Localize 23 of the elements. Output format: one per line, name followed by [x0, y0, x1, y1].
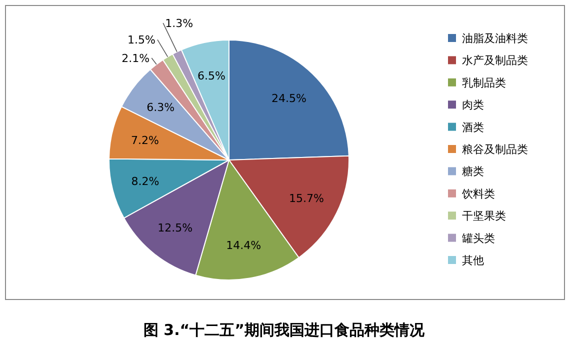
data-label: 15.7% — [289, 192, 324, 206]
legend-label: 肉类 — [462, 98, 484, 112]
legend-label: 罐头类 — [462, 232, 495, 245]
data-label: 14.4% — [226, 239, 262, 252]
legend-label: 糖类 — [462, 165, 484, 178]
data-label: 2.1% — [122, 52, 150, 66]
data-label: 12.5% — [158, 222, 193, 234]
legend-label: 其他 — [462, 254, 484, 267]
legend-label: 乳制品类 — [462, 76, 506, 90]
data-label: 7.2% — [131, 134, 159, 147]
text: 图 3.“十二五”期间我国进口食品种类情况 — [143, 321, 426, 339]
legend-label: 水产及制品类 — [462, 54, 528, 68]
legend-label: 饮料类 — [461, 187, 495, 200]
legend-label: 干坚果类 — [462, 210, 506, 223]
data-label: 8.2% — [131, 175, 160, 188]
data-label: 1.5% — [128, 34, 156, 47]
legend-label: 粮谷及制品类 — [462, 143, 528, 156]
data-label: 1.3% — [165, 17, 194, 30]
data-label: 24.5% — [272, 92, 307, 105]
legend-label: 油脂及油料类 — [462, 32, 528, 45]
legend-label: 酒类 — [462, 120, 484, 134]
data-label: 6.5% — [198, 69, 226, 82]
data-label: 6.3% — [146, 101, 175, 114]
